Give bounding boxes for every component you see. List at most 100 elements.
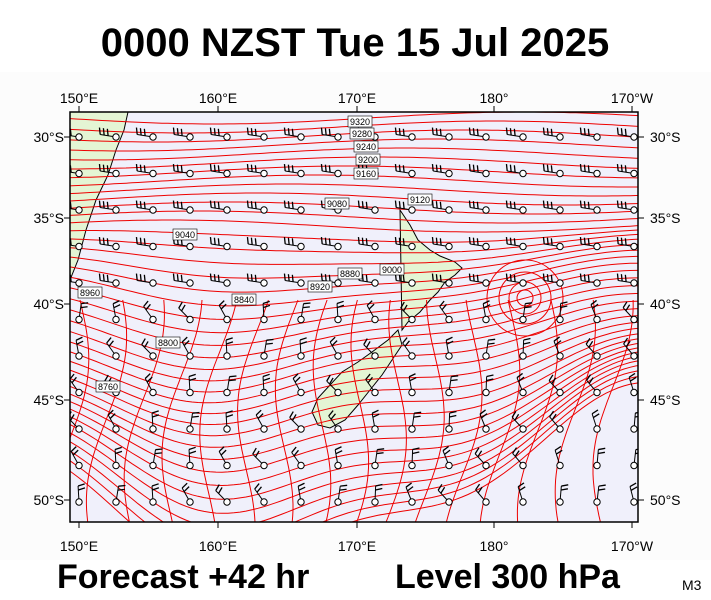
station: [408, 315, 416, 324]
station: [371, 315, 379, 324]
station: [75, 169, 83, 178]
station: [482, 133, 490, 141]
station: [371, 242, 379, 251]
barb-feather: [398, 237, 401, 245]
barb-feather: [104, 374, 109, 382]
station: [445, 279, 453, 287]
barb-feather: [482, 300, 490, 305]
barb-feather: [139, 201, 142, 209]
barb-feather: [106, 128, 109, 136]
station: [334, 461, 342, 470]
barb-feather: [505, 236, 508, 245]
barb-feather: [263, 304, 271, 309]
contour-labels: 9320 9280 9240 9200 9160 9120 9080 9040 9000 8960…: [77, 115, 433, 393]
station: [149, 388, 157, 397]
station: [223, 388, 231, 397]
station: [260, 388, 268, 397]
barb-feather: [476, 128, 479, 136]
contour-line: [414, 299, 445, 522]
barb-feather: [218, 300, 225, 306]
barb-feather: [588, 340, 594, 348]
barb-feather: [363, 338, 368, 345]
barb-feather: [246, 127, 249, 135]
barb-feather: [283, 127, 286, 135]
barb-feather: [451, 375, 459, 378]
barb-feather: [250, 274, 253, 282]
barb-feather: [339, 488, 347, 491]
barb-feather: [266, 338, 274, 341]
station: [334, 315, 342, 324]
station: [445, 206, 453, 214]
barb-feather: [250, 201, 253, 209]
station: [75, 279, 83, 287]
station: [186, 425, 194, 433]
station: [556, 242, 564, 251]
station: [149, 133, 157, 141]
contour-line: [385, 299, 407, 522]
barb-feather: [176, 128, 179, 136]
barb-feather: [262, 300, 270, 305]
station: [445, 498, 453, 506]
barb-feather: [263, 377, 271, 382]
barb-feather: [217, 487, 223, 494]
barb-feather: [402, 274, 405, 282]
station: [519, 206, 527, 214]
map-code: M3: [682, 577, 702, 593]
barb-feather: [209, 200, 212, 208]
title: 0000 NZST Tue 15 Jul 2025: [101, 21, 609, 65]
barb-feather: [291, 274, 294, 282]
barb-feather: [523, 337, 531, 341]
barb-feather: [583, 274, 586, 282]
barb-feather: [439, 238, 442, 246]
contour-label: 9120: [410, 195, 430, 205]
barb-feather: [293, 449, 299, 457]
station: [223, 498, 231, 506]
contour-label: 8960: [80, 288, 100, 298]
barb-feather: [176, 164, 179, 172]
barb-feather: [476, 201, 479, 209]
station: [519, 279, 527, 287]
station: [149, 498, 157, 506]
station: [556, 425, 564, 433]
contour-label: 9240: [356, 142, 376, 152]
barb-feather: [143, 341, 149, 348]
contour-label: 9320: [350, 117, 370, 127]
top-lon-label: 150°E: [60, 90, 98, 106]
barb-feather: [324, 128, 327, 136]
barb-feather: [143, 165, 146, 173]
barb-feather: [635, 452, 638, 455]
barb-feather: [548, 374, 554, 382]
barb-feather: [217, 128, 220, 136]
contour-line: [70, 315, 638, 404]
station: [149, 352, 157, 360]
station: [519, 315, 527, 324]
barb-feather: [483, 304, 491, 309]
barb-feather: [597, 451, 606, 455]
station: [445, 388, 453, 397]
barb-feather: [398, 201, 401, 209]
station: [519, 242, 527, 251]
barb-feather: [98, 236, 101, 245]
barb-feather: [590, 299, 597, 306]
contour-line: [274, 299, 299, 522]
barb-feather: [357, 236, 360, 245]
station: [260, 279, 268, 287]
barb-feather: [336, 300, 344, 305]
barb-feather: [98, 273, 101, 281]
station: [112, 279, 120, 287]
barb-feather: [228, 379, 236, 382]
barb-feather: [329, 336, 336, 343]
barb-feather: [439, 128, 442, 136]
station: [593, 279, 601, 287]
station: [75, 133, 83, 141]
barb-feather: [335, 450, 343, 455]
barb-feather: [634, 415, 638, 418]
barb-feather: [115, 450, 123, 455]
barb-feather: [394, 127, 397, 135]
barb-feather: [328, 274, 331, 282]
station: [593, 242, 601, 251]
barb-feather: [579, 200, 582, 208]
barb-feather: [246, 236, 249, 245]
barb-feather: [591, 409, 599, 415]
barb-feather: [437, 483, 443, 491]
